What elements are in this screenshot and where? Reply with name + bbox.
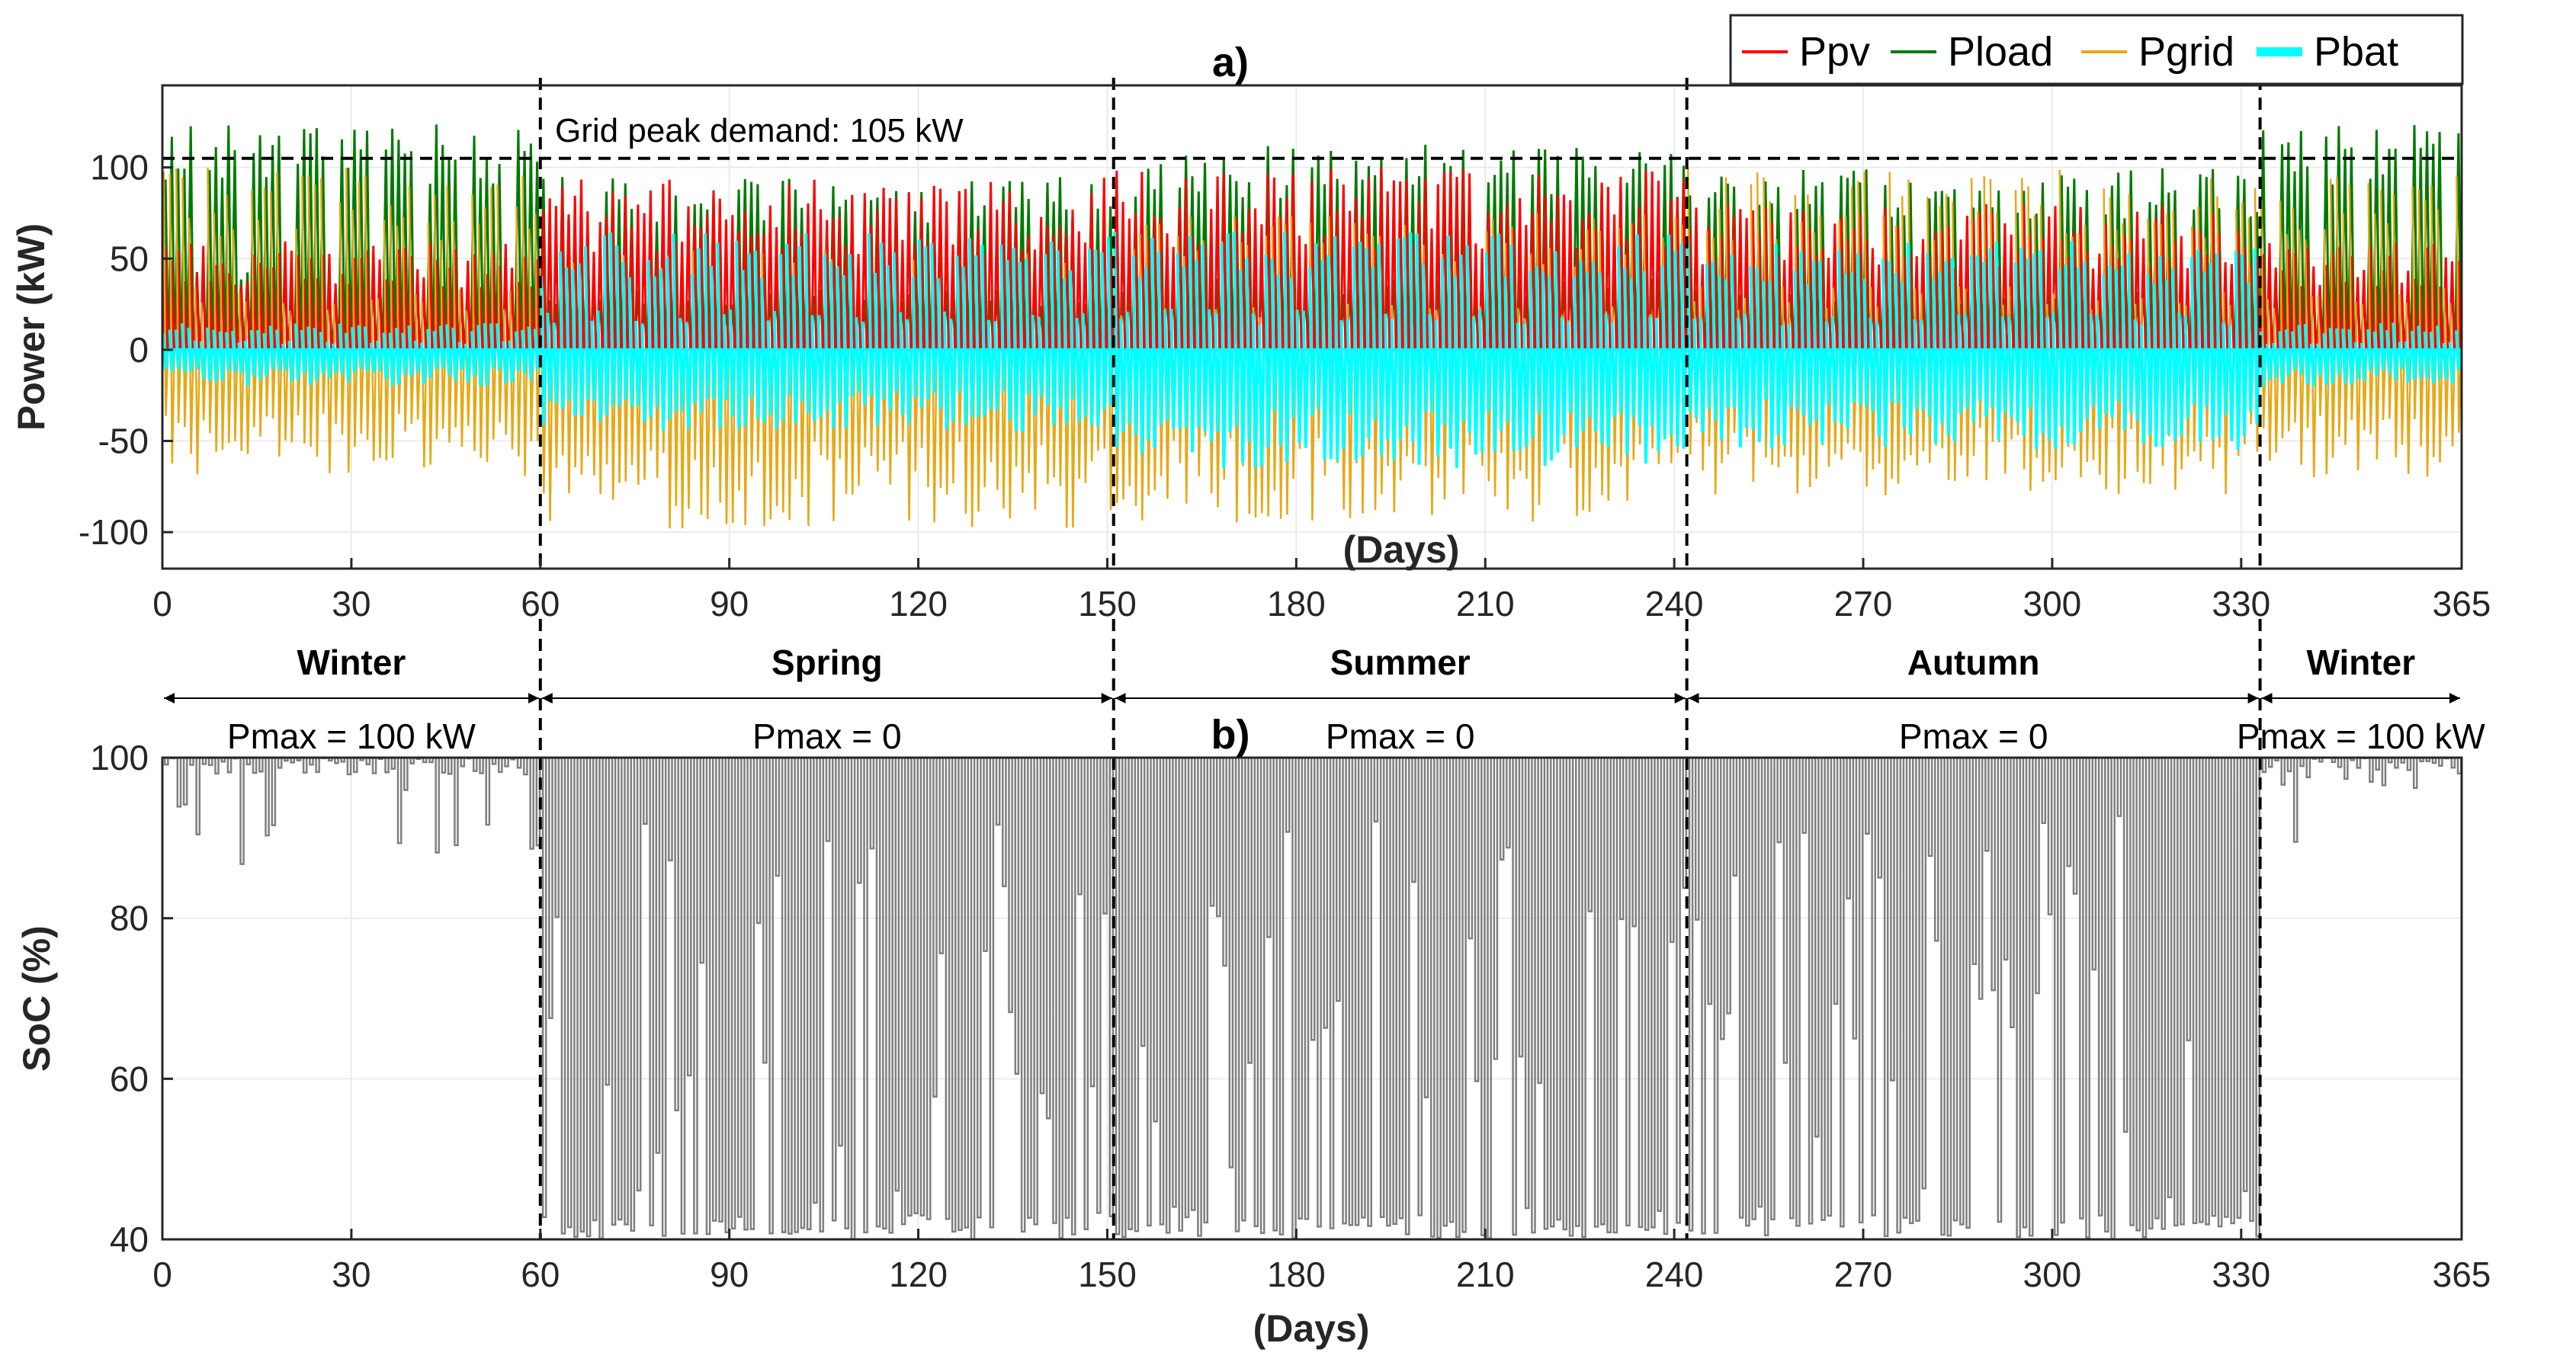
soc-x-tick-label: 300 <box>2023 1255 2082 1294</box>
power-x-tick-label: 150 <box>1078 584 1137 623</box>
legend: Ppv Pload Pgrid Pbat <box>1729 14 2464 85</box>
season-band: Winter Pmax = 100 kW Spring Pmax = 0 Summer P… <box>164 643 2485 756</box>
soc-x-tick-label: 120 <box>889 1255 948 1294</box>
season-pmax-label: Pmax = 0 <box>1899 716 2048 756</box>
season-label-spring: Spring <box>772 643 883 682</box>
soc-season-boundaries <box>538 619 2262 1239</box>
power-y-tick-label: 100 <box>90 148 149 188</box>
power-x-tick-label: 0 <box>152 584 172 623</box>
soc-x-tick-label: 210 <box>1456 1255 1515 1294</box>
season-pmax-label: Pmax = 100 kW <box>227 716 476 756</box>
series-pbat <box>162 232 2462 469</box>
power-x-tick-label: 240 <box>1645 584 1704 623</box>
soc-panel: 0 30 60 90 120 150 180 210 240 270 300 330 365 40 60 8… <box>15 619 2491 1350</box>
legend-box <box>1729 14 2464 85</box>
power-series <box>161 124 2462 529</box>
soc-x-tick-label: 270 <box>1834 1255 1893 1294</box>
season-label-winter: Winter <box>297 643 406 682</box>
power-y-tick-label: -50 <box>98 422 149 461</box>
legend-label-pgrid: Pgrid <box>2138 29 2234 75</box>
soc-x-tick-label: 30 <box>332 1255 371 1294</box>
power-y-ticks: -100 -50 0 50 100 <box>79 148 173 552</box>
panel-a-label: a) <box>1212 40 1249 85</box>
soc-y-tick-label: 100 <box>90 738 149 777</box>
season-pmax-label: Pmax = 100 kW <box>2237 716 2486 756</box>
soc-x-tick-label: 60 <box>521 1255 560 1294</box>
power-x-tick-label: 30 <box>332 584 371 623</box>
soc-x-axis-label: (Days) <box>1253 1307 1370 1350</box>
power-x-axis-label: (Days) <box>1343 528 1460 571</box>
season-pmax-label: Pmax = 0 <box>1326 716 1475 756</box>
power-x-tick-label: 300 <box>2023 584 2082 623</box>
soc-x-tick-label: 0 <box>152 1255 172 1294</box>
soc-x-tick-label: 90 <box>710 1255 749 1294</box>
power-x-tick-label: 270 <box>1834 584 1893 623</box>
soc-x-tick-label: 330 <box>2212 1255 2270 1294</box>
season-label-winter: Winter <box>2306 643 2415 682</box>
power-x-tick-label: 90 <box>710 584 749 623</box>
soc-x-tick-label: 240 <box>1645 1255 1704 1294</box>
power-x-tick-label: 60 <box>521 584 560 623</box>
soc-x-tick-label: 365 <box>2433 1255 2491 1294</box>
season-label-autumn: Autumn <box>1907 643 2040 682</box>
soc-y-tick-label: 80 <box>110 899 149 938</box>
legend-item-pload: Pload <box>1891 29 2053 75</box>
grid-peak-demand-label: Grid peak demand: 105 kW <box>555 112 964 149</box>
legend-item-ppv: Ppv <box>1742 29 1870 75</box>
power-x-tick-label: 180 <box>1267 584 1326 623</box>
power-x-tick-label: 330 <box>2212 584 2270 623</box>
season-pmax-label: Pmax = 0 <box>752 716 902 756</box>
soc-y-axis-label: SoC (%) <box>15 925 58 1072</box>
soc-y-ticks: 40 60 80 100 <box>90 738 173 1259</box>
panel-b-label: b) <box>1211 712 1250 758</box>
soc-axes-box <box>161 756 2463 1241</box>
power-axes-box <box>161 84 2463 570</box>
power-y-tick-label: 0 <box>129 330 149 370</box>
power-y-axis-label: Power (kW) <box>10 223 53 431</box>
power-x-tick-label: 365 <box>2433 584 2491 623</box>
soc-x-tick-label: 150 <box>1078 1255 1137 1294</box>
series-ppv <box>162 167 2462 350</box>
soc-y-tick-label: 40 <box>110 1220 149 1259</box>
power-x-tick-label: 210 <box>1456 584 1515 623</box>
soc-x-tick-label: 180 <box>1267 1255 1326 1294</box>
power-panel: Grid peak demand: 105 kW 0 30 60 90 120 150 18… <box>10 14 2491 623</box>
legend-item-pgrid: Pgrid <box>2081 29 2234 75</box>
legend-item-pbat: Pbat <box>2257 29 2398 75</box>
soc-x-ticks: 0 30 60 90 120 150 180 210 240 270 300 330 365 <box>152 1229 2491 1294</box>
power-x-tick-label: 120 <box>889 584 948 623</box>
soc-y-tick-label: 60 <box>110 1059 149 1098</box>
legend-label-pbat: Pbat <box>2314 29 2398 75</box>
season-label-summer: Summer <box>1330 643 1471 682</box>
power-y-tick-label: -100 <box>79 512 149 552</box>
series-pgrid <box>162 167 2462 529</box>
legend-label-pload: Pload <box>1948 29 2053 75</box>
legend-label-ppv: Ppv <box>1799 29 1870 75</box>
power-y-tick-label: 50 <box>110 239 149 278</box>
power-x-ticks: 0 30 60 90 120 150 180 210 240 270 300 330 365 <box>152 558 2491 623</box>
